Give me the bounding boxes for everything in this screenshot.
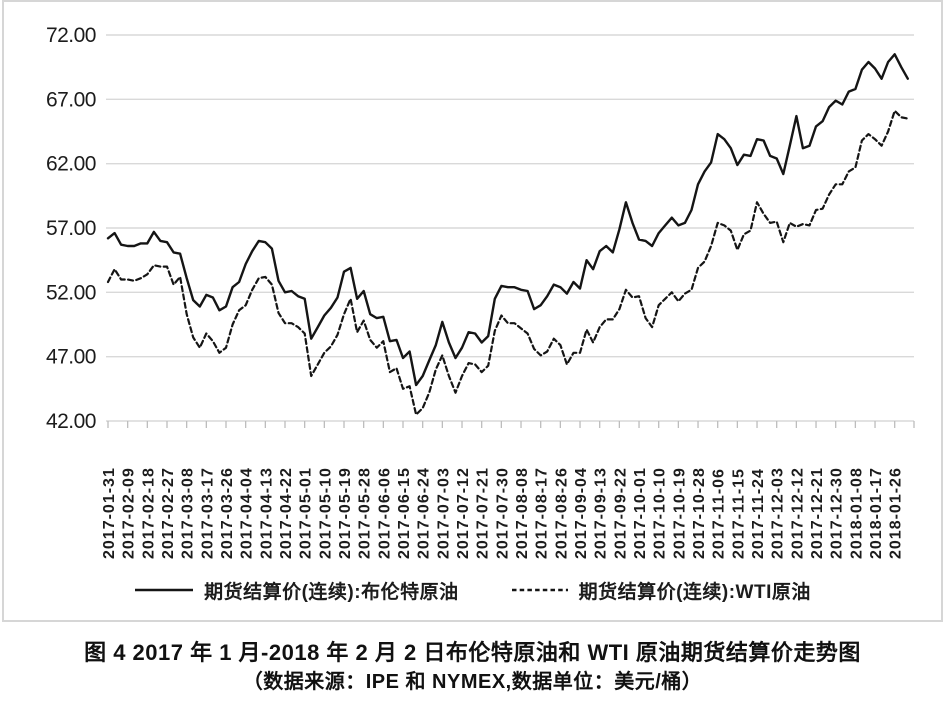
- x-axis-tick-label: 2017-08-17: [534, 467, 551, 559]
- x-axis-tick-label: 2017-05-19: [337, 467, 354, 559]
- x-axis-tick-label: 2017-08-26: [553, 467, 570, 559]
- x-axis-tick-label: 2017-05-01: [298, 467, 315, 559]
- legend-label-brent: 期货结算价(连续):布伦特原油: [204, 581, 459, 603]
- legend-item-wti: 期货结算价(连续):WTI原油: [511, 577, 811, 604]
- x-axis-tick-label: 2017-07-12: [455, 467, 472, 559]
- legend-item-brent: 期货结算价(连续):布伦特原油: [134, 577, 458, 604]
- x-axis-tick-label: 2017-09-22: [612, 467, 629, 559]
- x-axis-tick-label: 2017-12-30: [829, 467, 846, 559]
- y-axis-labels: 72.00 67.00 62.00 57.00 52.00 47.00 42.00: [46, 24, 97, 433]
- x-axis-tick-label: 2017-05-28: [357, 467, 374, 559]
- x-axis-tick-label: 2017-08-08: [514, 467, 531, 559]
- y-axis-tick-label: 57.00: [46, 217, 96, 240]
- x-axis-tick-label: 2017-02-09: [121, 467, 138, 559]
- chart-legend: 期货结算价(连续):布伦特原油 期货结算价(连续):WTI原油: [4, 562, 941, 618]
- x-axis-tick-label: 2017-02-27: [160, 467, 177, 559]
- x-axis-tick-label: 2017-04-13: [258, 467, 275, 559]
- x-axis-tick-label: 2017-04-04: [239, 467, 256, 559]
- x-axis-tick-label: 2017-04-22: [278, 467, 295, 559]
- gridlines: [106, 34, 914, 422]
- x-axis-ticks: [107, 421, 915, 428]
- x-axis-tick-label: 2017-11-24: [750, 468, 767, 559]
- x-axis-tick-label: 2018-01-17: [868, 467, 885, 559]
- figure-caption-title: 图 4 2017 年 1 月-2018 年 2 月 2 日布伦特原油和 WTI …: [84, 640, 861, 665]
- y-axis-tick-label: 42.00: [46, 410, 96, 433]
- figure-container: 72.00 67.00 62.00 57.00 52.00 47.00 42.00 2017…: [2, 0, 943, 622]
- chart-svg: 72.00 67.00 62.00 57.00 52.00 47.00 42.00 2017…: [46, 24, 915, 559]
- x-axis-tick-label: 2017-03-08: [180, 467, 197, 559]
- y-axis-tick-label: 47.00: [46, 346, 96, 369]
- x-axis-tick-label: 2017-12-03: [770, 467, 787, 559]
- brent-series-line: [106, 53, 909, 387]
- x-axis-tick-label: 2017-07-21: [475, 467, 492, 559]
- x-axis-tick-label: 2017-12-12: [789, 467, 806, 559]
- x-axis-tick-label: 2018-01-08: [848, 467, 865, 559]
- x-axis-tick-label: 2017-07-30: [494, 467, 511, 559]
- x-axis-tick-label: 2017-11-15: [730, 468, 747, 559]
- x-axis-tick-label: 2017-01-31: [101, 467, 118, 559]
- x-axis-tick-label: 2017-02-18: [140, 467, 157, 559]
- x-axis-tick-label: 2017-10-10: [652, 467, 669, 559]
- x-axis-tick-label: 2017-06-15: [396, 467, 413, 559]
- legend-label-wti: 期货结算价(连续):WTI原油: [578, 581, 811, 603]
- x-axis-tick-label: 2017-06-24: [416, 467, 433, 559]
- x-axis-tick-label: 2017-10-19: [671, 467, 688, 559]
- solid-line-icon: [135, 588, 194, 592]
- x-axis-tick-label: 2017-10-01: [632, 467, 649, 559]
- x-axis-labels: 2017-01-31 2017-02-09 2017-02-18 2017-02-27…: [101, 467, 905, 559]
- x-axis-tick-label: 2017-12-21: [809, 467, 826, 559]
- x-axis-tick-label: 2017-06-06: [376, 467, 393, 559]
- x-axis-tick-label: 2017-03-17: [199, 467, 216, 559]
- x-axis-tick-label: 2017-05-10: [317, 467, 334, 559]
- wti-series-line: [106, 109, 909, 416]
- y-axis-tick-label: 67.00: [46, 88, 96, 111]
- x-axis-tick-label: 2018-01-26: [888, 467, 905, 559]
- figure-caption: 图 4 2017 年 1 月-2018 年 2 月 2 日布伦特原油和 WTI …: [0, 638, 945, 696]
- figure-caption-source: （数据来源：IPE 和 NYMEX,数据单位：美元/桶）: [242, 670, 703, 693]
- x-axis-tick-label: 2017-03-26: [219, 467, 236, 559]
- y-axis-tick-label: 62.00: [46, 153, 96, 176]
- x-axis-tick-label: 2017-07-03: [435, 467, 452, 559]
- y-axis-tick-label: 72.00: [46, 24, 96, 47]
- x-axis-tick-label: 2017-10-28: [691, 467, 708, 559]
- dashed-line-icon: [511, 588, 568, 592]
- y-axis-tick-label: 52.00: [46, 281, 96, 304]
- x-axis-tick-label: 2017-11-06: [711, 468, 728, 559]
- x-axis-tick-label: 2017-09-04: [573, 467, 590, 559]
- series-lines: [106, 53, 909, 416]
- x-axis-tick-label: 2017-09-13: [593, 467, 610, 559]
